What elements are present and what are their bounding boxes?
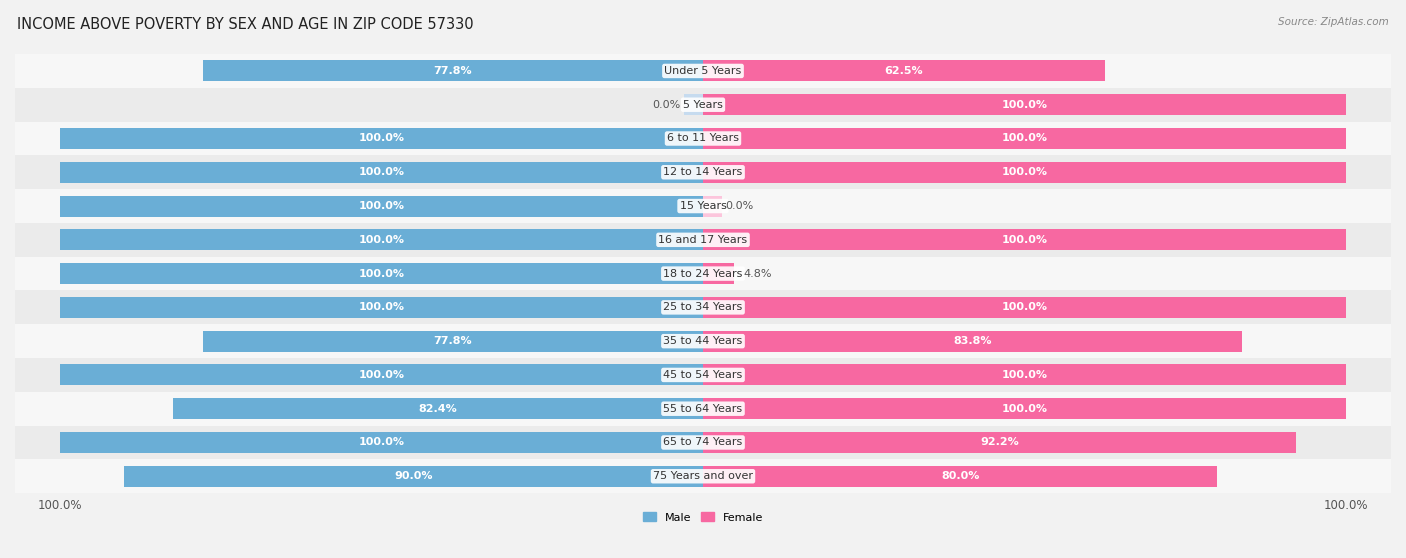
Bar bbox=[703, 263, 734, 284]
Bar bbox=[60, 432, 703, 453]
Bar bbox=[703, 229, 1346, 251]
Bar bbox=[124, 466, 703, 487]
Bar bbox=[15, 122, 1391, 155]
Bar bbox=[15, 392, 1391, 426]
Text: 0.0%: 0.0% bbox=[725, 201, 754, 211]
Bar bbox=[15, 155, 1391, 189]
Text: 100.0%: 100.0% bbox=[359, 235, 405, 245]
Text: 15 Years: 15 Years bbox=[679, 201, 727, 211]
Bar bbox=[703, 331, 1241, 352]
Bar bbox=[15, 189, 1391, 223]
Bar bbox=[15, 291, 1391, 324]
Text: 16 and 17 Years: 16 and 17 Years bbox=[658, 235, 748, 245]
Bar bbox=[703, 94, 1346, 115]
Text: 82.4%: 82.4% bbox=[419, 403, 457, 413]
Text: 92.2%: 92.2% bbox=[980, 437, 1019, 448]
Bar bbox=[202, 60, 703, 81]
Text: 75 Years and over: 75 Years and over bbox=[652, 472, 754, 481]
Text: 100.0%: 100.0% bbox=[359, 370, 405, 380]
Bar bbox=[15, 88, 1391, 122]
Text: 100.0%: 100.0% bbox=[1001, 235, 1047, 245]
Text: 100.0%: 100.0% bbox=[359, 133, 405, 143]
Text: INCOME ABOVE POVERTY BY SEX AND AGE IN ZIP CODE 57330: INCOME ABOVE POVERTY BY SEX AND AGE IN Z… bbox=[17, 17, 474, 32]
Text: 4.8%: 4.8% bbox=[744, 268, 772, 278]
Bar bbox=[60, 364, 703, 386]
Text: 80.0%: 80.0% bbox=[941, 472, 980, 481]
Text: 100.0%: 100.0% bbox=[1001, 403, 1047, 413]
Bar bbox=[703, 398, 1346, 419]
Text: 62.5%: 62.5% bbox=[884, 66, 924, 76]
Bar bbox=[60, 196, 703, 217]
Bar bbox=[60, 128, 703, 149]
Text: 6 to 11 Years: 6 to 11 Years bbox=[666, 133, 740, 143]
Text: 55 to 64 Years: 55 to 64 Years bbox=[664, 403, 742, 413]
Bar bbox=[15, 257, 1391, 291]
Text: 18 to 24 Years: 18 to 24 Years bbox=[664, 268, 742, 278]
Bar bbox=[15, 54, 1391, 88]
Text: 45 to 54 Years: 45 to 54 Years bbox=[664, 370, 742, 380]
Text: 12 to 14 Years: 12 to 14 Years bbox=[664, 167, 742, 177]
Text: 65 to 74 Years: 65 to 74 Years bbox=[664, 437, 742, 448]
Text: 100.0%: 100.0% bbox=[359, 268, 405, 278]
Text: 100.0%: 100.0% bbox=[359, 302, 405, 312]
Text: 5 Years: 5 Years bbox=[683, 100, 723, 110]
Bar bbox=[202, 331, 703, 352]
Bar bbox=[703, 432, 1296, 453]
Bar bbox=[173, 398, 703, 419]
Text: 100.0%: 100.0% bbox=[1001, 100, 1047, 110]
Bar bbox=[703, 128, 1346, 149]
Bar bbox=[703, 364, 1346, 386]
Bar bbox=[15, 426, 1391, 459]
Text: 35 to 44 Years: 35 to 44 Years bbox=[664, 336, 742, 346]
Text: 100.0%: 100.0% bbox=[1001, 133, 1047, 143]
Bar bbox=[683, 94, 703, 115]
Text: 90.0%: 90.0% bbox=[395, 472, 433, 481]
Text: 25 to 34 Years: 25 to 34 Years bbox=[664, 302, 742, 312]
Text: Under 5 Years: Under 5 Years bbox=[665, 66, 741, 76]
Text: Source: ZipAtlas.com: Source: ZipAtlas.com bbox=[1278, 17, 1389, 27]
Bar bbox=[703, 466, 1218, 487]
Bar bbox=[703, 60, 1105, 81]
Text: 77.8%: 77.8% bbox=[433, 336, 472, 346]
Bar bbox=[15, 459, 1391, 493]
Bar bbox=[60, 162, 703, 183]
Bar bbox=[703, 162, 1346, 183]
Bar bbox=[15, 324, 1391, 358]
Text: 100.0%: 100.0% bbox=[1001, 302, 1047, 312]
Text: 77.8%: 77.8% bbox=[433, 66, 472, 76]
Text: 0.0%: 0.0% bbox=[652, 100, 681, 110]
Bar bbox=[60, 263, 703, 284]
Text: 100.0%: 100.0% bbox=[359, 201, 405, 211]
Bar bbox=[15, 358, 1391, 392]
Bar bbox=[703, 297, 1346, 318]
Text: 100.0%: 100.0% bbox=[359, 437, 405, 448]
Bar bbox=[703, 196, 723, 217]
Text: 100.0%: 100.0% bbox=[1001, 370, 1047, 380]
Text: 100.0%: 100.0% bbox=[359, 167, 405, 177]
Bar bbox=[60, 229, 703, 251]
Bar bbox=[60, 297, 703, 318]
Text: 83.8%: 83.8% bbox=[953, 336, 991, 346]
Text: 100.0%: 100.0% bbox=[1001, 167, 1047, 177]
Bar bbox=[15, 223, 1391, 257]
Legend: Male, Female: Male, Female bbox=[638, 508, 768, 527]
